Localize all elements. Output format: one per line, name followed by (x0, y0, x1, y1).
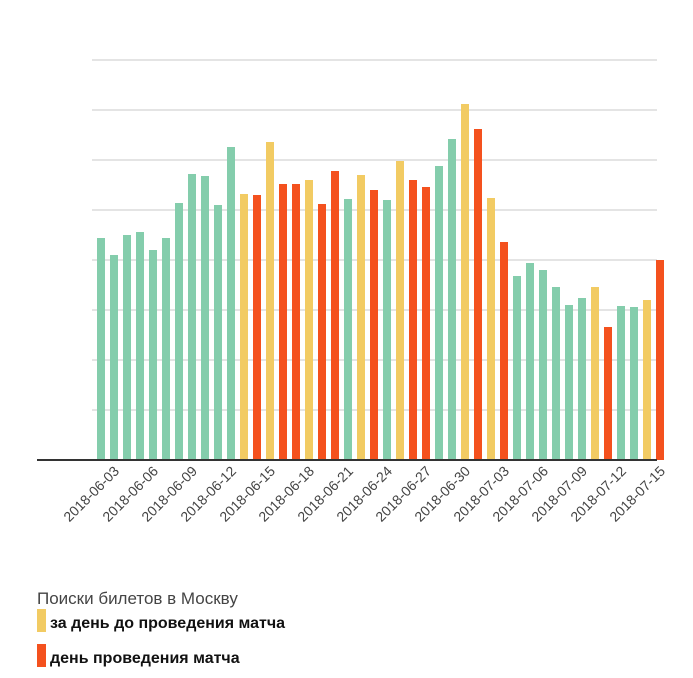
bar (396, 161, 404, 460)
bar (214, 205, 222, 460)
bar (500, 242, 508, 460)
legend-label: за день до проведения матча (50, 615, 285, 632)
bar (409, 180, 417, 460)
legend-label: день проведения матча (50, 650, 240, 667)
bar (604, 327, 612, 460)
bar (656, 260, 664, 460)
bar (357, 175, 365, 460)
bar (227, 147, 235, 460)
bar (513, 276, 521, 460)
bar (370, 190, 378, 460)
bar (461, 104, 469, 460)
bar (617, 306, 625, 460)
bar (188, 174, 196, 460)
bar (318, 204, 326, 460)
bar (253, 195, 261, 460)
bar (136, 232, 144, 460)
bar (201, 176, 209, 460)
bar (591, 287, 599, 460)
bar (565, 305, 573, 460)
bar (448, 139, 456, 460)
bar (344, 199, 352, 460)
legend-swatch (37, 644, 46, 667)
bar (162, 238, 170, 460)
bar (266, 142, 274, 460)
bar (383, 200, 391, 460)
bar (539, 270, 547, 460)
bar (643, 300, 651, 460)
bar (97, 238, 105, 460)
bar (240, 194, 248, 460)
bar (422, 187, 430, 460)
bar (578, 298, 586, 460)
bar (123, 235, 131, 460)
legend-title: Поиски билетов в Москву (37, 589, 238, 608)
bar (292, 184, 300, 460)
bar (487, 198, 495, 460)
bar (305, 180, 313, 460)
bar (175, 203, 183, 460)
bar (110, 255, 118, 460)
bar (526, 263, 534, 460)
bar (331, 171, 339, 460)
bar (149, 250, 157, 460)
bar (552, 287, 560, 460)
bar (474, 129, 482, 460)
bar (630, 307, 638, 460)
legend-swatch (37, 609, 46, 632)
bar (279, 184, 287, 460)
bar (435, 166, 443, 460)
